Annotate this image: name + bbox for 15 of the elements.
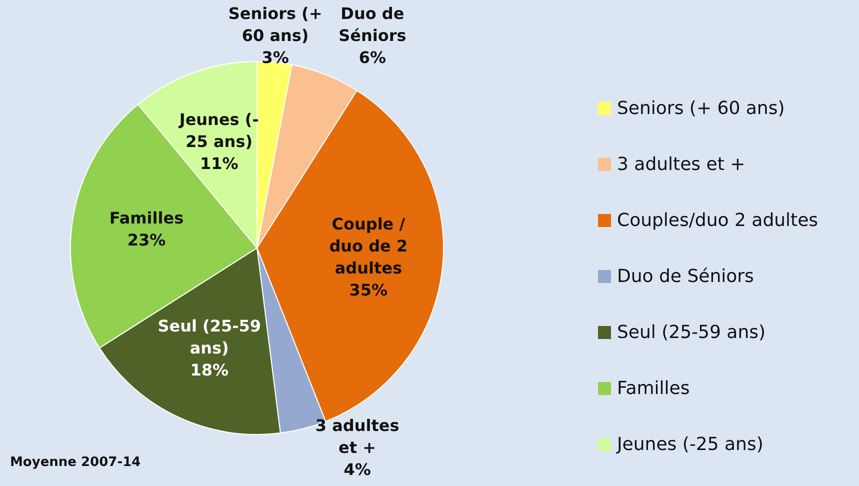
text: Moyenne 2007-14 [10,455,141,470]
data-label: Duo de Séniors 6% [338,4,406,68]
data-label: Couple / duo de 2 adultes 35% [329,214,408,300]
legend-label: Couples/duo 2 adultes [617,210,818,230]
legend-label: 3 adultes et + [617,154,746,174]
legend-label: Seniors (+ 60 ans) [617,98,785,118]
legend-label: Familles [617,378,690,398]
data-label: Jeunes (- 25 ans) 11% [178,110,259,173]
legend-label: Duo de Séniors [617,266,754,286]
data-label: Seniors (+ 60 ans) 3% [228,4,322,68]
legend-label: Jeunes (-25 ans) [617,434,764,454]
data-label: 3 adultes et + 4% [315,416,400,480]
legend-label: Seul (25-59 ans) [617,322,766,342]
data-label: Seul (25-59 ans) 18% [158,316,262,380]
data-label: Familles 23% [109,208,184,250]
